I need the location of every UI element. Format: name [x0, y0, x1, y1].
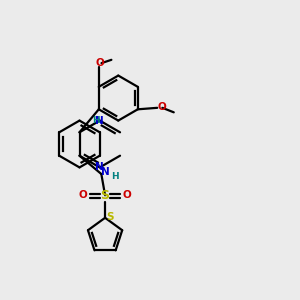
Text: N: N [100, 167, 109, 177]
Text: O: O [158, 102, 166, 112]
Text: H: H [92, 116, 100, 125]
Text: S: S [106, 212, 114, 222]
Text: H: H [111, 172, 118, 181]
Text: O: O [123, 190, 132, 200]
Text: N: N [95, 116, 103, 126]
Text: O: O [95, 58, 104, 68]
Text: S: S [100, 189, 109, 202]
Text: O: O [79, 190, 87, 200]
Text: N: N [95, 162, 103, 172]
